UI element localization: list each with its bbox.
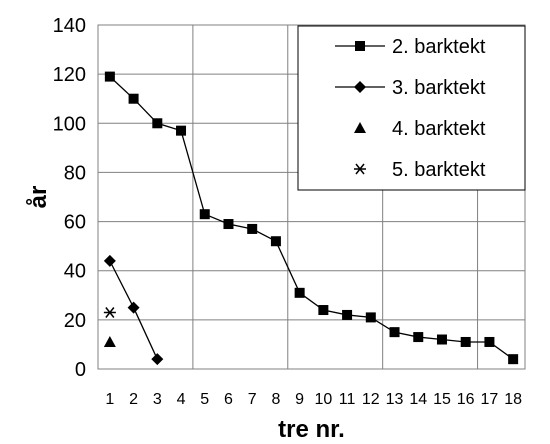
- y-tick-label: 0: [75, 359, 86, 381]
- y-tick-label: 60: [64, 212, 86, 234]
- data-point-square: [223, 219, 234, 230]
- y-tick-label: 80: [64, 162, 86, 184]
- y-tick-label: 100: [53, 113, 86, 135]
- legend-item: 2. barktekt: [335, 36, 486, 58]
- plot-area-frame: [97, 24, 526, 370]
- y-tick-label: 20: [64, 310, 86, 332]
- y-tick-label: 120: [53, 64, 86, 86]
- legend-label: 5. barktekt: [392, 159, 486, 181]
- x-tick-label: 11: [339, 391, 356, 408]
- data-point-square: [104, 71, 115, 82]
- legend-label: 4. barktekt: [392, 118, 486, 140]
- x-tick-label: 9: [295, 391, 304, 408]
- data-point-diamond: [103, 254, 116, 267]
- series-1: [104, 71, 519, 365]
- data-point-square: [247, 223, 258, 234]
- x-axis-title: tre nr.: [278, 416, 345, 443]
- data-point-square: [460, 336, 471, 347]
- x-tick-label: 14: [409, 391, 427, 408]
- data-point-square: [365, 312, 376, 323]
- x-tick-label: 8: [271, 391, 280, 408]
- data-point-square: [152, 118, 163, 129]
- data-point-square: [270, 236, 281, 247]
- series-3: [103, 335, 116, 347]
- legend-label: 2. barktekt: [392, 36, 486, 58]
- legend-item: 4. barktekt: [354, 118, 486, 140]
- data-point-square: [484, 336, 495, 347]
- data-point-square: [342, 309, 353, 320]
- x-tick-label: 12: [362, 391, 380, 408]
- x-tick-label: 7: [248, 391, 257, 408]
- legend: 2. barktekt 3. barktekt 4. barktekt 5. bark…: [297, 25, 526, 191]
- data-point-square: [389, 327, 400, 338]
- x-tick-label: 3: [153, 391, 162, 408]
- x-tick-label: 6: [224, 391, 233, 408]
- data-point-diamond: [151, 353, 164, 366]
- data-point-square: [508, 354, 519, 365]
- legend-marker-triangle: [354, 122, 366, 133]
- data-point-square: [176, 125, 187, 136]
- x-tick-label: 16: [457, 391, 475, 408]
- x-tick-label: 15: [433, 391, 451, 408]
- x-tick-label: 1: [105, 391, 114, 408]
- legend-marker-star: [354, 163, 366, 175]
- x-tick-label: 17: [481, 391, 499, 408]
- x-tick-labels: 1 2 3 4 5 6 7 8 9 10 11 12 13 14 15 16 17 18: [105, 391, 522, 408]
- legend-box: [297, 25, 526, 191]
- x-tick-label: 2: [129, 391, 138, 408]
- series-4: [103, 307, 116, 318]
- legend-marker-square: [355, 41, 365, 51]
- legend-marker-diamond: [354, 81, 366, 93]
- series-2: [103, 254, 164, 366]
- series-layer: [103, 71, 519, 366]
- x-tick-label: 4: [177, 391, 186, 408]
- y-tick-labels: 0 20 40 60 80 100 120 140: [53, 15, 86, 381]
- data-point-square: [436, 334, 447, 345]
- data-point-triangle: [103, 335, 116, 347]
- y-axis-title: år: [25, 186, 52, 209]
- x-tick-label: 5: [200, 391, 209, 408]
- x-tick-label: 10: [314, 391, 332, 408]
- data-point-square: [318, 305, 329, 316]
- legend-label: 3. barktekt: [392, 77, 486, 99]
- data-point-square: [413, 332, 424, 343]
- data-point-square: [199, 209, 210, 220]
- x-tick-label: 13: [386, 391, 404, 408]
- legend-item: 3. barktekt: [335, 77, 486, 99]
- x-tick-label: 18: [504, 391, 522, 408]
- y-tick-label: 40: [64, 261, 86, 283]
- data-point-star: [103, 307, 116, 318]
- data-point-diamond: [127, 301, 140, 314]
- data-point-square: [294, 287, 305, 298]
- data-point-square: [128, 93, 139, 104]
- y-tick-label: 140: [53, 15, 86, 37]
- legend-item: 5. barktekt: [354, 159, 486, 181]
